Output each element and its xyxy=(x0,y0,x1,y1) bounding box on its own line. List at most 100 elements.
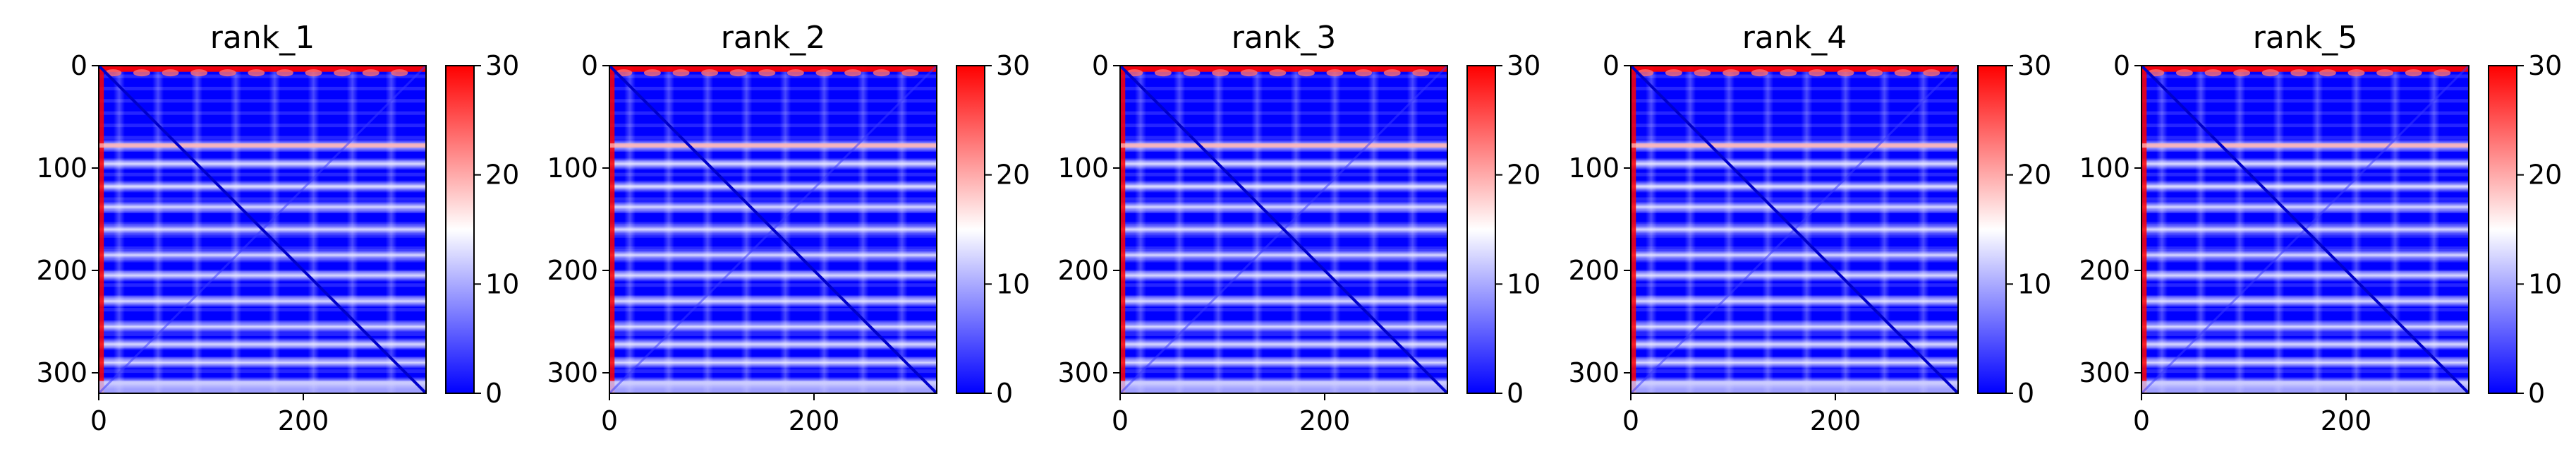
heatmap-texture-row xyxy=(609,246,937,251)
heatmap-texture-row xyxy=(1120,332,1447,336)
heatmap-diagonal xyxy=(1120,66,1447,393)
heatmap-texture-row xyxy=(2141,332,2469,336)
heatmap-high-blob xyxy=(2204,69,2222,77)
heatmap-texture-row xyxy=(1120,308,1447,312)
heatmap-band-row xyxy=(609,337,937,351)
heatmap-band-row xyxy=(1120,157,1447,171)
heatmap-band-row xyxy=(1120,269,1447,282)
heatmap-high-blob xyxy=(1808,69,1825,77)
colorbar-tick-label: 30 xyxy=(2528,50,2562,81)
heatmap-high-col xyxy=(99,66,104,393)
heatmap-texture-row xyxy=(99,124,426,128)
heatmap-texture-row xyxy=(1120,246,1447,251)
heatmap-high-blob xyxy=(2376,69,2394,77)
heatmap-diagonal xyxy=(2141,66,2469,393)
colorbar-tick-label: 10 xyxy=(1507,268,1541,299)
heatmap-high-blob xyxy=(1212,69,1229,77)
heatmap-high-row xyxy=(99,143,426,148)
heatmap-texture-row xyxy=(99,369,426,374)
x-tick-label: 0 xyxy=(1622,405,1639,436)
heatmap-bottom-strip xyxy=(2141,381,2469,393)
heatmap-high-blob xyxy=(1326,69,1344,77)
heatmap-band-col xyxy=(230,66,242,393)
y-tick-label: 200 xyxy=(1057,255,1109,286)
heatmap-band-col xyxy=(624,66,636,393)
heatmap-band-col xyxy=(1646,66,1657,393)
heatmap-texture-row xyxy=(609,197,937,201)
heatmap-high-blob xyxy=(1383,69,1401,77)
heatmap-high-blob xyxy=(672,69,690,77)
heatmap-band-row xyxy=(609,269,937,282)
heatmap-band-row xyxy=(1120,356,1447,369)
heatmap-texture-row xyxy=(2141,308,2469,312)
heatmap-image xyxy=(1631,66,1958,393)
heatmap-high-blob xyxy=(1154,69,1172,77)
heatmap-image xyxy=(2141,66,2469,393)
x-tick-label: 0 xyxy=(601,405,618,436)
heatmap-texture-row xyxy=(2141,86,2469,90)
x-tick-label: 200 xyxy=(1299,405,1351,436)
heatmap-band-col xyxy=(2156,66,2168,393)
heatmap-band-col xyxy=(308,66,320,393)
heatmap-high-blob xyxy=(729,69,747,77)
y-tick-label: 0 xyxy=(581,50,598,81)
heatmap-high-blob xyxy=(701,69,719,77)
heatmap-band-row xyxy=(1631,356,1958,369)
heatmap-high-blob xyxy=(1183,69,1201,77)
heatmap-high-blob xyxy=(219,69,236,77)
heatmap-high-row xyxy=(99,66,426,72)
heatmap-texture-row xyxy=(2141,74,2469,78)
heatmap-texture-row xyxy=(609,74,937,78)
heatmap-band-row xyxy=(99,337,426,351)
heatmap-texture-row xyxy=(99,246,426,251)
heatmap-texture-row xyxy=(609,111,937,115)
axes-frame xyxy=(609,65,937,394)
heatmap-texture-row xyxy=(99,172,426,177)
heatmap-band-col xyxy=(818,66,830,393)
heatmap-high-blob xyxy=(815,69,833,77)
heatmap-high-blob xyxy=(1694,69,1711,77)
heatmap-high-blob xyxy=(1894,69,1912,77)
chart-title: rank_2 xyxy=(721,20,825,56)
heatmap-texture-row xyxy=(1120,74,1447,78)
heatmap-high-blob xyxy=(1355,69,1373,77)
y-tick-label: 100 xyxy=(2079,153,2130,184)
x-tick-label: 200 xyxy=(1810,405,1861,436)
y-tick-label: 100 xyxy=(1568,153,1620,184)
heatmap-texture-row xyxy=(609,99,937,103)
heatmap-band-row xyxy=(99,320,426,333)
heatmap-band-col xyxy=(269,66,281,393)
heatmap-high-row xyxy=(1631,143,1958,148)
colorbar-tick-label: 10 xyxy=(996,268,1030,299)
heatmap-band-row xyxy=(1120,201,1447,214)
heatmap-bottom-strip xyxy=(1631,381,1958,393)
heatmap-texture-row xyxy=(1631,172,1958,177)
heatmap-band-row xyxy=(1631,269,1958,282)
heatmap-texture-row xyxy=(2141,197,2469,201)
axes-frame xyxy=(1119,65,1448,394)
heatmap-band-row xyxy=(609,201,937,214)
heatmap-texture-row xyxy=(1631,99,1958,103)
heatmap-texture-row xyxy=(1631,332,1958,336)
heatmap-band-row xyxy=(1631,201,1958,214)
heatmap-texture-row xyxy=(609,369,937,374)
heatmap-texture-row xyxy=(1120,197,1447,201)
heatmap-texture-row xyxy=(609,124,937,128)
heatmap-band-col xyxy=(2428,66,2440,393)
heatmap-high-blob xyxy=(305,69,322,77)
heatmap-band-row xyxy=(1631,337,1958,351)
heatmap-band-col xyxy=(741,66,753,393)
heatmap-texture-row xyxy=(2141,99,2469,103)
y-tick-label: 0 xyxy=(71,50,87,81)
heatmap-band-row xyxy=(99,294,426,308)
heatmap-band-row xyxy=(99,249,426,262)
heatmap-texture-row xyxy=(609,136,937,140)
heatmap-texture-row xyxy=(99,234,426,238)
colorbar-tick-label: 10 xyxy=(485,268,519,299)
heatmap-band-col xyxy=(1135,66,1146,393)
y-tick-label: 300 xyxy=(1568,357,1620,388)
y-tick-label: 200 xyxy=(2079,255,2130,286)
heatmap-texture-row xyxy=(99,136,426,140)
heatmap-texture-row xyxy=(1631,111,1958,115)
